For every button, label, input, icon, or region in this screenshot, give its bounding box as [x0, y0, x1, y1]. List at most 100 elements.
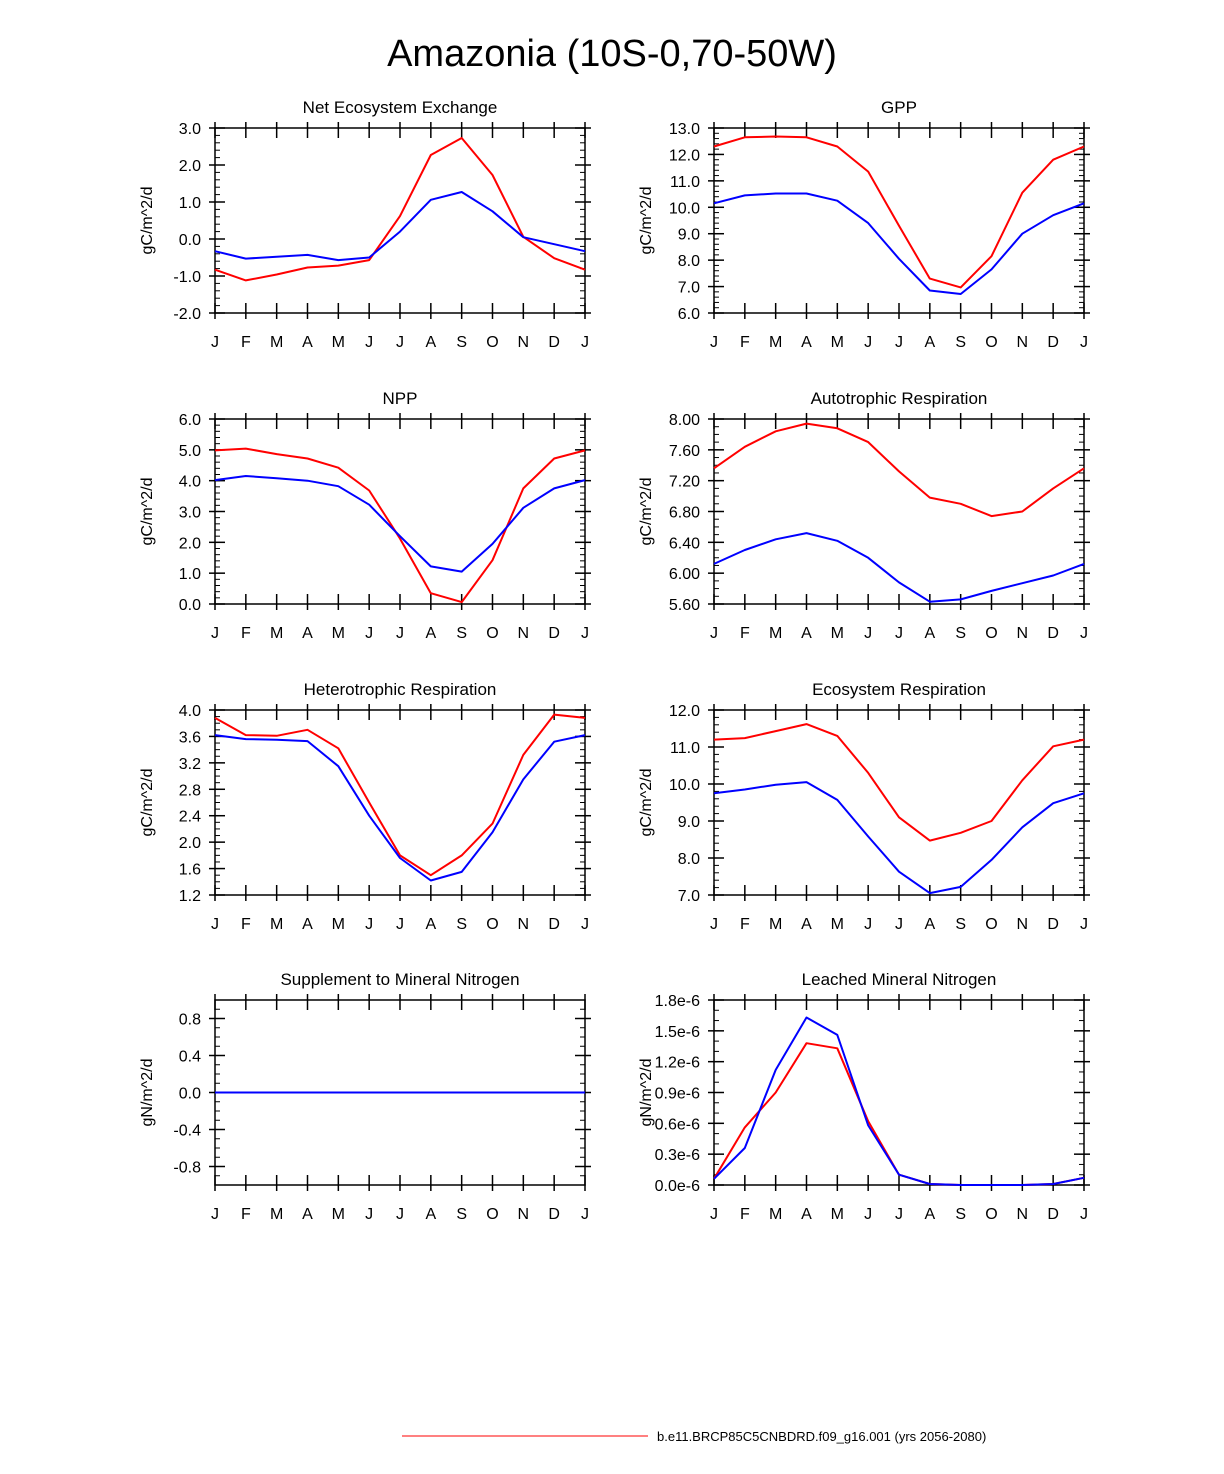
x-tick-label: S [456, 916, 467, 933]
x-tick-label: J [1080, 334, 1088, 351]
x-tick-label: N [518, 334, 530, 351]
x-tick-label: J [895, 625, 903, 642]
x-tick-label: M [332, 1206, 345, 1223]
panel-title: Net Ecosystem Exchange [303, 98, 498, 117]
x-tick-label: N [518, 1206, 530, 1223]
x-tick-label: J [710, 334, 718, 351]
y-axis-label: gC/m^2/d [139, 187, 156, 255]
y-tick-label: -2.0 [173, 306, 201, 323]
y-tick-label: 1.2e-6 [655, 1055, 700, 1072]
x-tick-label: J [211, 334, 219, 351]
x-tick-label: D [1047, 916, 1059, 933]
panel-title: Autotrophic Respiration [811, 389, 988, 408]
series-line-blue [713, 1016, 1085, 1186]
y-tick-label: 8.0 [678, 253, 700, 270]
plot-frame [214, 127, 586, 314]
x-tick-label: J [710, 1206, 718, 1223]
x-tick-label: J [581, 916, 589, 933]
series-line-red [713, 422, 1085, 518]
x-tick-label: M [270, 334, 283, 351]
y-tick-label: 3.6 [179, 729, 201, 746]
x-tick-label: J [1080, 625, 1088, 642]
y-tick-label: 12.0 [669, 147, 700, 164]
x-tick-label: M [332, 625, 345, 642]
x-tick-label: J [211, 625, 219, 642]
x-tick-label: A [425, 625, 436, 642]
panel-title: Ecosystem Respiration [812, 680, 986, 699]
x-tick-label: O [985, 916, 997, 933]
x-tick-label: J [710, 916, 718, 933]
y-tick-label: 1.0 [179, 195, 201, 212]
plot-frame [713, 418, 1085, 605]
chart-panel-1: Net Ecosystem Exchange gC/m^2/d -2.0 -1.0 0.… [139, 98, 591, 351]
x-tick-label: M [270, 916, 283, 933]
y-tick-label: 9.0 [678, 227, 700, 244]
y-tick-label: -0.4 [173, 1123, 201, 1140]
series-line-red [214, 713, 586, 877]
y-axis-label: gN/m^2/d [638, 1059, 655, 1127]
y-axis-label: gC/m^2/d [139, 478, 156, 546]
y-tick-label: 2.0 [179, 158, 201, 175]
y-tick-label: 3.0 [179, 121, 201, 138]
series-line-blue [214, 734, 586, 882]
x-tick-label: J [365, 1206, 373, 1223]
x-tick-label: F [740, 334, 750, 351]
x-tick-label: S [456, 625, 467, 642]
series-line-blue [713, 781, 1085, 895]
x-tick-label: A [924, 334, 935, 351]
x-tick-label: J [895, 334, 903, 351]
y-tick-label: 0.0 [179, 1086, 201, 1103]
x-tick-label: A [302, 1206, 313, 1223]
y-tick-label: 0.9e-6 [655, 1086, 700, 1103]
y-tick-label: 10.0 [669, 200, 700, 217]
x-tick-label: J [864, 334, 872, 351]
y-tick-label: 1.2 [179, 888, 201, 905]
x-tick-label: S [955, 625, 966, 642]
x-tick-label: D [1047, 1206, 1059, 1223]
x-tick-label: A [801, 916, 812, 933]
x-tick-label: M [270, 625, 283, 642]
x-tick-label: M [831, 1206, 844, 1223]
x-tick-label: D [548, 916, 560, 933]
chart-panel-5: Heterotrophic Respiration gC/m^2/d 1.2 1.6 2… [139, 680, 591, 933]
figure-title: Amazonia (10S-0,70-50W) [387, 33, 837, 75]
x-tick-label: A [801, 334, 812, 351]
x-tick-label: J [365, 625, 373, 642]
x-tick-label: D [548, 334, 560, 351]
x-tick-label: J [365, 916, 373, 933]
y-tick-label: 0.0 [179, 597, 201, 614]
chart-panel-3: NPP gC/m^2/d 0.0 1.0 2.0 3.0 4.0 5.0 6.0 J F M A M J J A… [139, 389, 591, 642]
plot-frame [713, 999, 1085, 1186]
y-tick-label: 1.0 [179, 566, 201, 583]
y-tick-label: 0.0 [179, 232, 201, 249]
y-tick-label: -1.0 [173, 269, 201, 286]
y-tick-label: 5.60 [669, 597, 700, 614]
y-tick-label: 4.0 [179, 703, 201, 720]
x-tick-label: J [396, 916, 404, 933]
x-tick-label: J [581, 1206, 589, 1223]
x-tick-label: O [985, 1206, 997, 1223]
x-tick-label: M [332, 334, 345, 351]
series-line-red [214, 447, 586, 604]
y-tick-label: 1.8e-6 [655, 993, 700, 1010]
x-tick-label: A [425, 1206, 436, 1223]
y-tick-label: 5.0 [179, 443, 201, 460]
series-line-blue [214, 191, 586, 262]
y-tick-label: 2.4 [179, 809, 201, 826]
y-tick-label: 10.0 [669, 777, 700, 794]
y-axis-label: gN/m^2/d [139, 1059, 156, 1127]
panel-title: Heterotrophic Respiration [304, 680, 497, 699]
y-tick-label: 7.60 [669, 443, 700, 460]
x-tick-label: D [1047, 334, 1059, 351]
y-tick-label: 1.5e-6 [655, 1024, 700, 1041]
x-tick-label: A [801, 625, 812, 642]
x-tick-label: J [1080, 916, 1088, 933]
x-tick-label: A [924, 916, 935, 933]
x-tick-label: S [456, 1206, 467, 1223]
x-tick-label: O [486, 1206, 498, 1223]
y-axis-label: gC/m^2/d [139, 769, 156, 837]
x-tick-label: A [302, 334, 313, 351]
x-tick-label: M [769, 916, 782, 933]
y-tick-label: 6.00 [669, 566, 700, 583]
